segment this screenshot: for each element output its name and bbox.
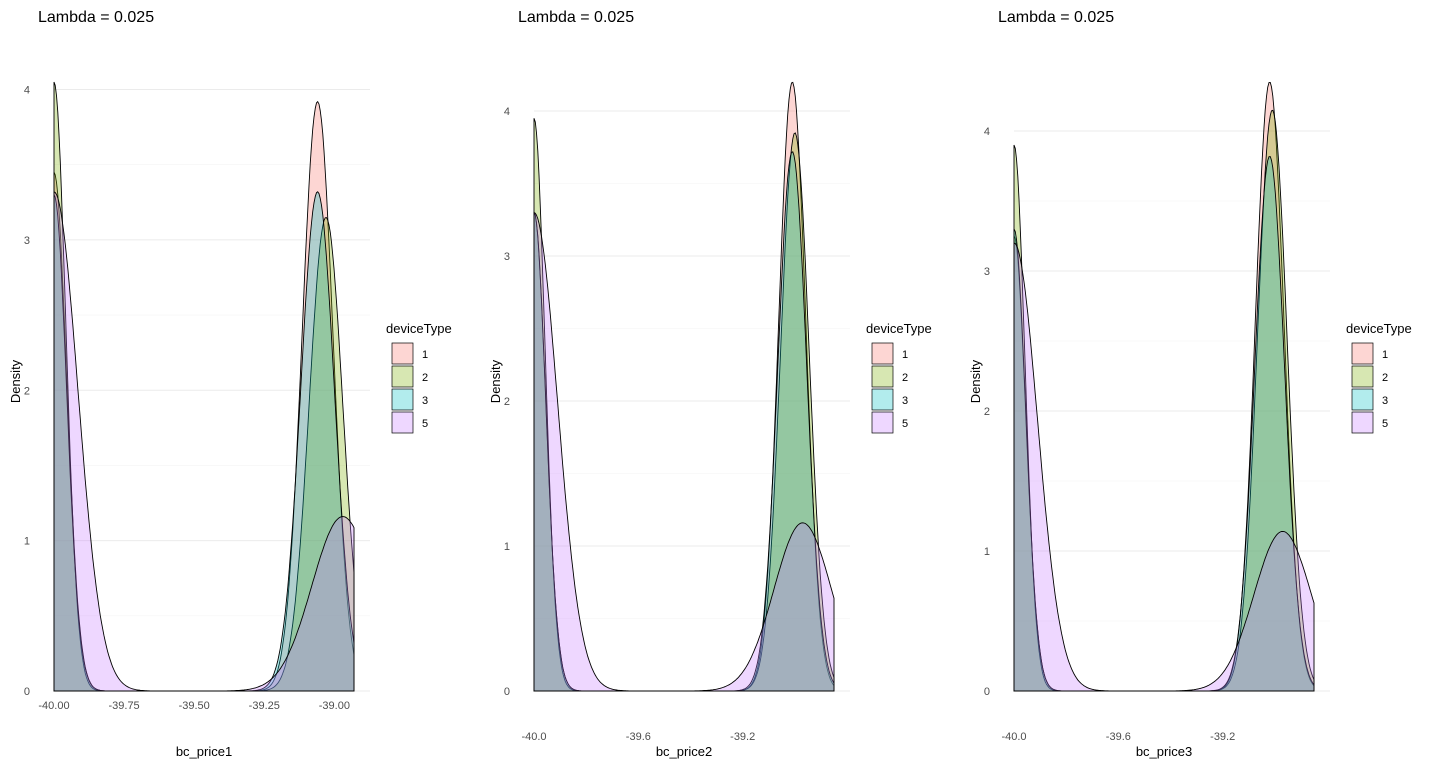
density-areas [54, 82, 354, 691]
panel-1: Lambda = 0.025 0 1 2 3 4 -40.00 -39.75 -39.50 -39… [8, 9, 452, 759]
legend-label: 5 [422, 418, 428, 430]
legend-label: 1 [422, 349, 428, 361]
y-tick-label: 3 [24, 235, 30, 247]
panel-2: Lambda = 0.025 0 1 2 3 4 -40.0 -39.6 -39.2 bc_pri… [488, 9, 932, 759]
y-axis-label: Density [8, 359, 23, 403]
legend-label: 2 [1382, 372, 1388, 384]
y-tick-label: 0 [984, 686, 990, 698]
legend-key-1 [392, 343, 413, 364]
legend-key-3 [392, 389, 413, 410]
y-axis-label: Density [968, 359, 983, 403]
legend-label: 1 [1382, 349, 1388, 361]
legend-key-3 [1352, 389, 1373, 410]
y-tick-label: 2 [24, 385, 30, 397]
legend-key-3 [872, 389, 893, 410]
legend-key-5 [392, 412, 413, 433]
y-tick-label: 3 [984, 266, 990, 278]
x-tick-label: -39.00 [319, 700, 350, 712]
x-tick-label: -39.2 [1210, 731, 1235, 743]
panel-3: Lambda = 0.025 0 1 2 3 4 -40.0 -39.6 -39.2 bc_pri… [968, 9, 1412, 759]
y-tick-label: 1 [984, 546, 990, 558]
density-areas [1014, 83, 1314, 692]
legend-label: 5 [902, 418, 908, 430]
y-tick-label: 2 [984, 406, 990, 418]
legend-key-2 [872, 366, 893, 387]
legend-key-5 [872, 412, 893, 433]
x-tick-label: -39.25 [249, 700, 280, 712]
legend-key-2 [392, 366, 413, 387]
legend-label: 1 [902, 349, 908, 361]
legend-label: 3 [1382, 395, 1388, 407]
legend-title: deviceType [386, 321, 452, 336]
chart-title: Lambda = 0.025 [998, 9, 1114, 26]
y-tick-label: 4 [504, 106, 510, 118]
x-axis-label: bc_price2 [656, 744, 712, 759]
x-tick-label: -39.6 [1106, 731, 1131, 743]
y-tick-label: 0 [24, 686, 30, 698]
legend-title: deviceType [866, 321, 932, 336]
legend-key-2 [1352, 366, 1373, 387]
legend-title: deviceType [1346, 321, 1412, 336]
legend-key-5 [1352, 412, 1373, 433]
y-tick-label: 0 [504, 686, 510, 698]
legend-key-1 [1352, 343, 1373, 364]
legend-key-1 [872, 343, 893, 364]
x-tick-label: -40.0 [521, 731, 546, 743]
x-tick-label: -39.2 [730, 731, 755, 743]
legend: deviceType 1 2 3 5 [866, 321, 932, 433]
legend-label: 5 [1382, 418, 1388, 430]
x-tick-label: -40.00 [38, 700, 69, 712]
legend: deviceType 1 2 3 5 [1346, 321, 1412, 433]
y-axis-label: Density [488, 359, 503, 403]
y-tick-label: 4 [24, 85, 30, 97]
x-tick-label: -40.0 [1001, 731, 1026, 743]
chart-title: Lambda = 0.025 [518, 9, 634, 26]
legend: deviceType 1 2 3 5 [386, 321, 452, 433]
legend-label: 2 [422, 372, 428, 384]
y-tick-label: 3 [504, 251, 510, 263]
x-axis-label: bc_price3 [1136, 744, 1192, 759]
x-tick-label: -39.50 [179, 700, 210, 712]
x-tick-label: -39.6 [626, 731, 651, 743]
y-tick-label: 1 [504, 541, 510, 553]
x-tick-label: -39.75 [108, 700, 139, 712]
y-tick-label: 4 [984, 126, 990, 138]
x-axis-label: bc_price1 [176, 744, 232, 759]
y-tick-label: 1 [24, 536, 30, 548]
legend-label: 2 [902, 372, 908, 384]
density-areas [534, 82, 834, 691]
legend-label: 3 [902, 395, 908, 407]
legend-label: 3 [422, 395, 428, 407]
chart-title: Lambda = 0.025 [38, 9, 154, 26]
y-tick-label: 2 [504, 396, 510, 408]
